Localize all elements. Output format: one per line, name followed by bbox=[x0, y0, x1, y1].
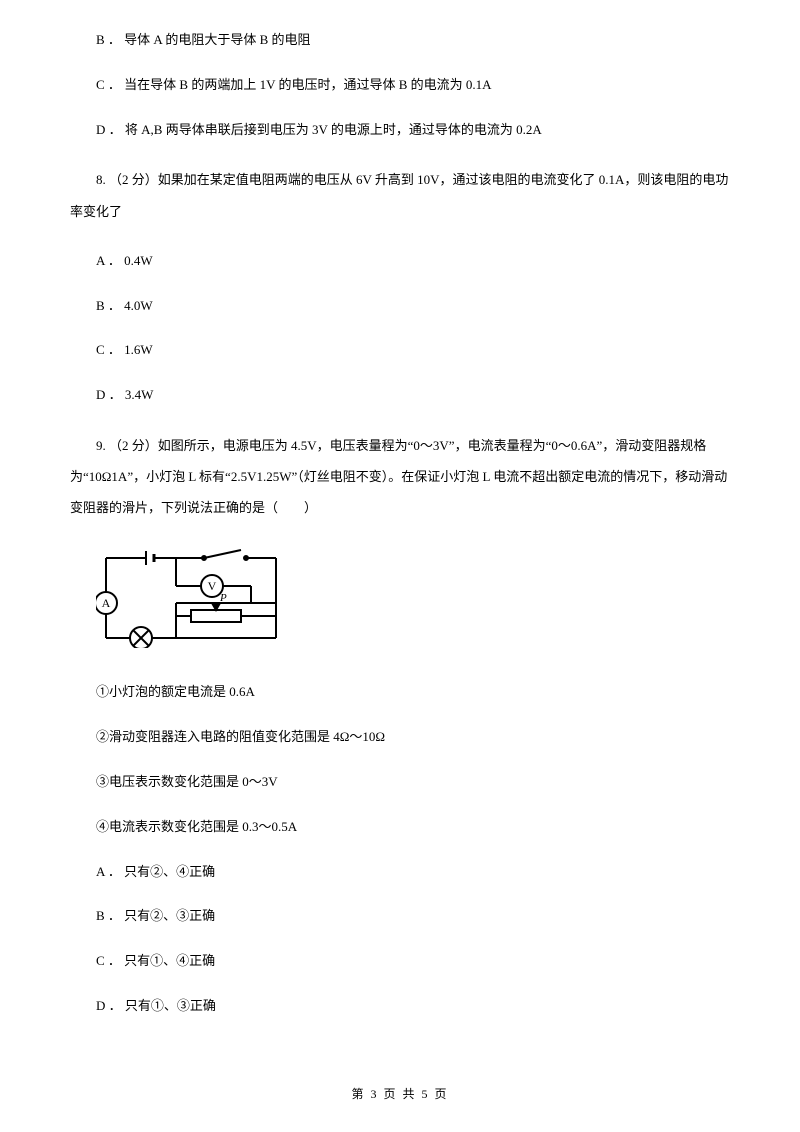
q8-option-a: A ． 0.4W bbox=[70, 251, 730, 272]
q9-option-a: A ． 只有②、④正确 bbox=[70, 862, 730, 883]
q7-option-c: C ． 当在导体 B 的两端加上 1V 的电压时，通过导体 B 的电流为 0.1… bbox=[70, 75, 730, 96]
q9-circuit-diagram: A V P bbox=[96, 548, 730, 655]
q8-option-c: C ． 1.6W bbox=[70, 340, 730, 361]
q9-statement-4: ④电流表示数变化范围是 0.3～0.5A bbox=[70, 817, 730, 838]
voltmeter-label: V bbox=[208, 579, 217, 593]
q9-statement-2: ②滑动变阻器连入电路的阻值变化范围是 4Ω～10Ω bbox=[70, 727, 730, 748]
q8-option-b: B ． 4.0W bbox=[70, 296, 730, 317]
q7-option-d: D ． 将 A,B 两导体串联后接到电压为 3V 的电源上时，通过导体的电流为 … bbox=[70, 120, 730, 141]
q9-statement-3: ③电压表示数变化范围是 0～3V bbox=[70, 772, 730, 793]
q9-statement-1: ①小灯泡的额定电流是 0.6A bbox=[70, 682, 730, 703]
q8-stem: 8. （2 分）如果加在某定值电阻两端的电压从 6V 升高到 10V，通过该电阻… bbox=[70, 164, 730, 226]
slider-label: P bbox=[219, 592, 227, 604]
q8-option-d: D ． 3.4W bbox=[70, 385, 730, 406]
q9-stem: 9. （2 分）如图所示，电源电压为 4.5V，电压表量程为“0～3V”，电流表… bbox=[70, 430, 730, 524]
page-footer: 第 3 页 共 5 页 bbox=[0, 1085, 800, 1104]
q9-option-d: D ． 只有①、③正确 bbox=[70, 996, 730, 1017]
ammeter-label: A bbox=[102, 596, 111, 610]
q9-option-b: B ． 只有②、③正确 bbox=[70, 906, 730, 927]
q7-option-b: B ． 导体 A 的电阻大于导体 B 的电阻 bbox=[70, 30, 730, 51]
q9-option-c: C ． 只有①、④正确 bbox=[70, 951, 730, 972]
